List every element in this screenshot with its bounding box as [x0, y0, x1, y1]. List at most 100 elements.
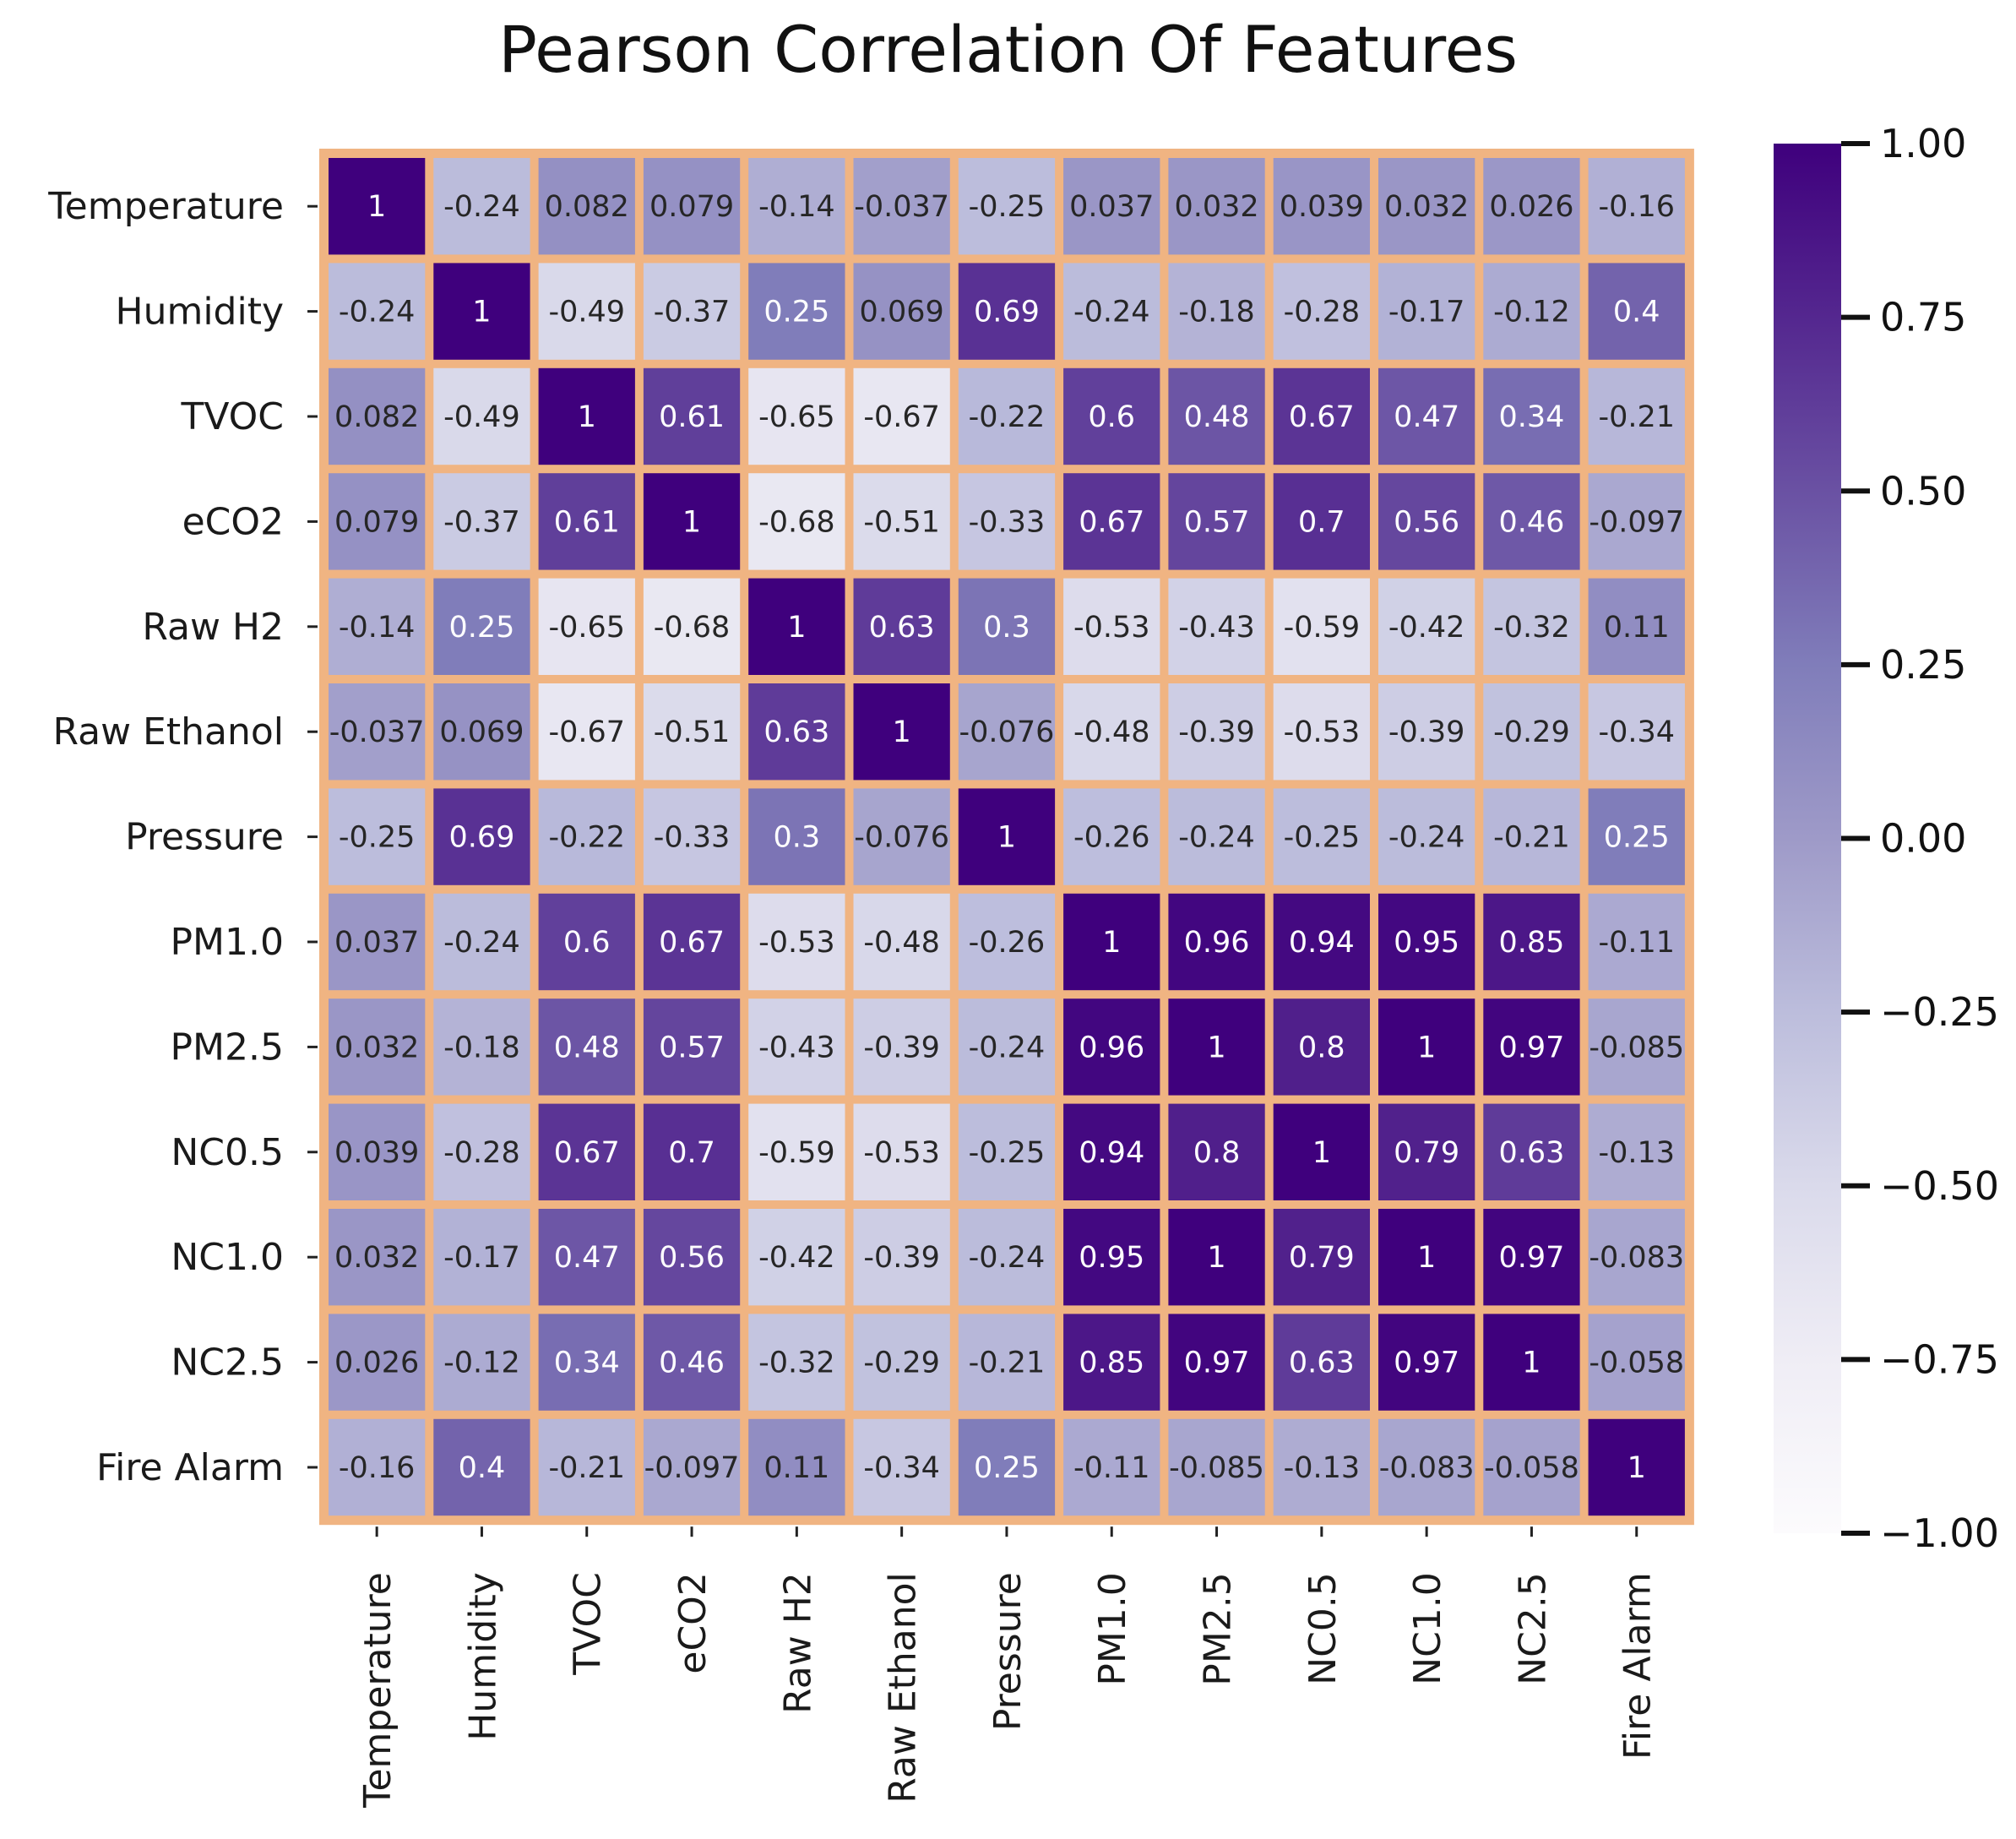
cell-value-label: 1	[1207, 1241, 1225, 1275]
heatmap-cell	[433, 683, 530, 781]
cell-value-label: 0.069	[860, 296, 944, 329]
cell-value-label: -0.28	[443, 1136, 520, 1170]
heatmap-cell	[1378, 788, 1475, 885]
heatmap-cell	[1378, 263, 1475, 360]
cell-value-label: 0.032	[1384, 190, 1469, 224]
cell-value-label: -0.49	[548, 296, 625, 329]
heatmap-cell	[1273, 893, 1370, 991]
cell-value-label: -0.53	[1073, 611, 1150, 645]
heatmap-cell	[433, 998, 530, 1096]
y-tick-label: eCO2	[182, 500, 284, 543]
colorbar-tick-label: −0.25	[1880, 989, 1999, 1035]
heatmap-cell	[1378, 1418, 1475, 1516]
x-tick-label: NC0.5	[1301, 1572, 1345, 1685]
cell-value-label: 0.039	[334, 1136, 419, 1170]
cell-value-label: 0.94	[1079, 1136, 1144, 1170]
cell-value-label: -0.33	[654, 821, 731, 855]
heatmap-cell	[853, 1103, 950, 1200]
heatmap-cell	[1588, 788, 1685, 885]
cell-value-label: 0.3	[983, 611, 1030, 645]
cell-value-label: -0.26	[969, 926, 1046, 960]
heatmap-cell	[958, 788, 1056, 885]
cell-value-label: -0.24	[443, 926, 520, 960]
heatmap-cell	[433, 1209, 530, 1306]
heatmap-cell	[853, 158, 950, 255]
heatmap-cell	[1378, 473, 1475, 570]
cell-value-label: -0.25	[1284, 821, 1361, 855]
heatmap-cell	[1483, 158, 1580, 255]
heatmap-cell	[1483, 1103, 1580, 1200]
cell-value-label: -0.43	[1178, 611, 1255, 645]
heatmap-cell	[853, 998, 950, 1096]
cell-value-label: -0.14	[339, 611, 416, 645]
heatmap-cell	[1168, 893, 1265, 991]
cell-value-label: 0.079	[649, 190, 734, 224]
heatmap-cell	[958, 158, 1056, 255]
cell-value-label: 0.97	[1498, 1241, 1564, 1275]
cell-value-label: -0.085	[1169, 1451, 1264, 1485]
x-tick-label: eCO2	[671, 1572, 715, 1673]
cell-value-label: -0.21	[969, 1347, 1046, 1380]
heatmap-cell	[1063, 1314, 1160, 1411]
cell-value-label: -0.083	[1379, 1451, 1475, 1485]
y-tick-label: Raw Ethanol	[53, 710, 284, 754]
heatmap-cell	[1063, 1209, 1160, 1306]
heatmap-cell	[643, 1209, 741, 1306]
y-tick-label: NC0.5	[171, 1131, 284, 1174]
cell-value-label: 0.69	[448, 821, 514, 855]
heatmap-cell	[853, 263, 950, 360]
cell-value-label: 0.97	[1498, 1031, 1564, 1064]
cell-value-label: 1	[1207, 1031, 1225, 1064]
cell-value-label: -0.25	[339, 821, 416, 855]
heatmap-cell	[748, 893, 845, 991]
heatmap-cell	[1378, 683, 1475, 781]
cell-value-label: -0.037	[329, 715, 425, 749]
heatmap-cell	[1168, 367, 1265, 465]
heatmap-cell	[1378, 893, 1475, 991]
y-tick-label: PM2.5	[171, 1026, 284, 1069]
heatmap-cell	[329, 683, 426, 781]
cell-value-label: 0.082	[334, 400, 419, 434]
colorbar-tick-label: 0.50	[1880, 468, 1966, 514]
cell-value-label: -0.48	[1073, 715, 1150, 749]
cell-value-label: -0.13	[1284, 1451, 1361, 1485]
heatmap-cell	[958, 263, 1056, 360]
heatmap-cell	[1378, 1314, 1475, 1411]
heatmap-cell	[329, 1209, 426, 1306]
heatmap-cell	[1378, 998, 1475, 1096]
heatmap-cell	[1273, 1418, 1370, 1516]
cell-value-label: -0.21	[1598, 400, 1675, 434]
heatmap-cell	[643, 1103, 741, 1200]
y-tick-label: Temperature	[47, 185, 284, 228]
heatmap-cell	[433, 158, 530, 255]
y-tick-label: Humidity	[115, 291, 284, 334]
heatmap-cell	[433, 788, 530, 885]
heatmap-cell	[433, 1314, 530, 1411]
heatmap-cell	[958, 367, 1056, 465]
heatmap-cell	[1063, 1418, 1160, 1516]
cell-value-label: 0.57	[1184, 505, 1250, 539]
cell-value-label: 0.95	[1394, 926, 1459, 960]
heatmap-cell	[433, 578, 530, 675]
x-tick-labels: Temperature Humidity TVOC eCO2 Raw H2 Raw Eth…	[356, 1526, 1660, 1809]
heatmap-cell	[1273, 473, 1370, 570]
heatmap-cell	[1168, 998, 1265, 1096]
cell-value-label: -0.24	[969, 1031, 1046, 1064]
cell-value-label: -0.16	[1598, 190, 1675, 224]
heatmap-cell	[853, 473, 950, 570]
cell-value-label: -0.39	[863, 1031, 940, 1064]
cell-value-label: 0.079	[334, 505, 419, 539]
heatmap-cell	[329, 367, 426, 465]
colorbar-tick-label: 0.75	[1880, 295, 1966, 340]
cell-value-label: 0.79	[1289, 1241, 1355, 1275]
heatmap-cell	[433, 1418, 530, 1516]
cell-value-label: -0.39	[863, 1241, 940, 1275]
cell-value-label: 1	[1312, 1136, 1331, 1170]
heatmap-cell	[643, 683, 741, 781]
heatmap-cell	[329, 1418, 426, 1516]
cell-value-label: -0.51	[863, 505, 940, 539]
cell-value-label: 0.95	[1079, 1241, 1144, 1275]
cell-value-label: -0.25	[969, 1136, 1046, 1170]
y-tick-label: PM1.0	[171, 921, 284, 964]
